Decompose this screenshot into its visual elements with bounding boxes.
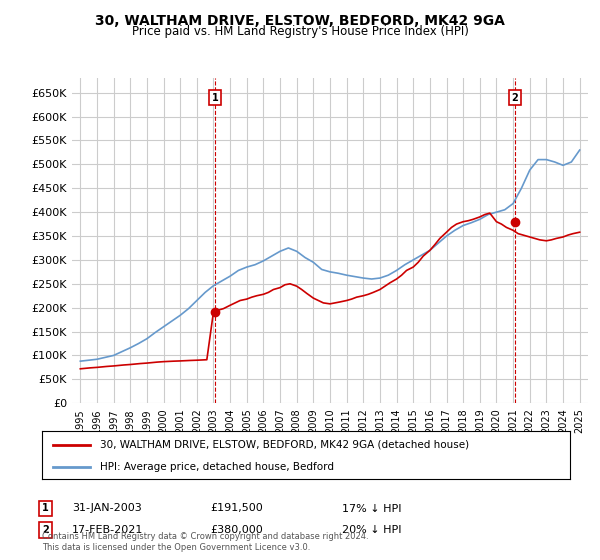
Text: 20% ↓ HPI: 20% ↓ HPI [342, 525, 401, 535]
Text: Contains HM Land Registry data © Crown copyright and database right 2024.
This d: Contains HM Land Registry data © Crown c… [42, 532, 368, 552]
Text: £191,500: £191,500 [210, 503, 263, 514]
Text: 1: 1 [211, 92, 218, 102]
Text: 1: 1 [42, 503, 49, 514]
Text: 17% ↓ HPI: 17% ↓ HPI [342, 503, 401, 514]
Text: HPI: Average price, detached house, Bedford: HPI: Average price, detached house, Bedf… [100, 462, 334, 472]
Text: 31-JAN-2003: 31-JAN-2003 [72, 503, 142, 514]
Text: Price paid vs. HM Land Registry's House Price Index (HPI): Price paid vs. HM Land Registry's House … [131, 25, 469, 38]
Text: 30, WALTHAM DRIVE, ELSTOW, BEDFORD, MK42 9GA (detached house): 30, WALTHAM DRIVE, ELSTOW, BEDFORD, MK42… [100, 440, 469, 450]
Text: 2: 2 [512, 92, 518, 102]
Text: 17-FEB-2021: 17-FEB-2021 [72, 525, 143, 535]
Text: £380,000: £380,000 [210, 525, 263, 535]
Text: 2: 2 [42, 525, 49, 535]
Text: 30, WALTHAM DRIVE, ELSTOW, BEDFORD, MK42 9GA: 30, WALTHAM DRIVE, ELSTOW, BEDFORD, MK42… [95, 14, 505, 28]
